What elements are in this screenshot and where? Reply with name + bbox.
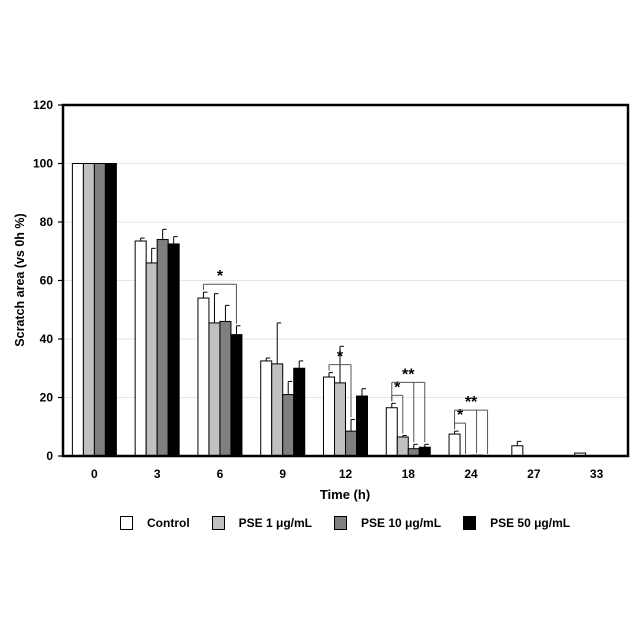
- y-tick-label: 80: [40, 215, 54, 229]
- bar: [386, 408, 397, 456]
- x-axis-ticks: 0 3 6 9 12 18 24 27 33: [91, 467, 604, 481]
- bar: [209, 323, 220, 456]
- x-tick-label: 24: [464, 467, 478, 481]
- bar: [324, 377, 335, 456]
- bars: [72, 164, 585, 457]
- y-axis-label: Scratch area (vs 0h %): [13, 213, 27, 346]
- significance-label: **: [465, 394, 478, 411]
- bar: [357, 396, 368, 456]
- y-tick-label: 40: [40, 332, 54, 346]
- bar: [157, 240, 168, 456]
- significance-label: *: [337, 349, 344, 366]
- bar: [135, 241, 146, 456]
- bar: [512, 446, 523, 456]
- legend-swatch-pse-50: [463, 516, 476, 530]
- x-tick-label: 18: [402, 467, 416, 481]
- x-tick-label: 3: [154, 467, 161, 481]
- legend-item-control: Control: [120, 516, 190, 530]
- bar: [449, 434, 460, 456]
- bar: [397, 437, 408, 456]
- legend-item-pse-1: PSE 1 μg/mL: [212, 516, 312, 530]
- x-tick-label: 9: [279, 467, 286, 481]
- bar: [261, 361, 272, 456]
- x-axis-label: Time (h): [320, 487, 370, 502]
- y-tick-label: 100: [33, 157, 53, 171]
- significance-label: *: [217, 268, 224, 285]
- x-tick-label: 12: [339, 467, 353, 481]
- legend-item-pse-10: PSE 10 μg/mL: [334, 516, 441, 530]
- bar: [72, 164, 83, 457]
- bar: [419, 447, 430, 456]
- legend-item-pse-50: PSE 50 μg/mL: [463, 516, 570, 530]
- bar: [335, 383, 346, 456]
- x-tick-label: 33: [590, 467, 604, 481]
- bar: [105, 164, 116, 457]
- y-tick-label: 60: [40, 274, 54, 288]
- x-tick-label: 27: [527, 467, 541, 481]
- bar: [294, 368, 305, 456]
- bar: [146, 263, 157, 456]
- bar: [346, 431, 357, 456]
- bar: [198, 298, 209, 456]
- legend-label-control: Control: [147, 516, 190, 530]
- bar: [272, 364, 283, 456]
- legend-swatch-control: [120, 516, 133, 530]
- y-axis-ticks: 0 20 40 60 80 100 120: [33, 98, 63, 463]
- bar: [94, 164, 105, 457]
- y-tick-label: 20: [40, 391, 54, 405]
- legend-swatch-pse-1: [212, 516, 225, 530]
- y-tick-label: 120: [33, 98, 53, 112]
- bar: [283, 395, 294, 456]
- legend: Control PSE 1 μg/mL PSE 10 μg/mL PSE 50 …: [120, 516, 592, 530]
- legend-label-pse-50: PSE 50 μg/mL: [490, 516, 570, 530]
- bar: [231, 335, 242, 456]
- significance-label: **: [402, 366, 415, 383]
- legend-swatch-pse-10: [334, 516, 347, 530]
- x-tick-label: 6: [217, 467, 224, 481]
- y-tick-label: 0: [46, 449, 53, 463]
- bar: [220, 321, 231, 456]
- legend-label-pse-1: PSE 1 μg/mL: [239, 516, 312, 530]
- x-tick-label: 0: [91, 467, 98, 481]
- legend-label-pse-10: PSE 10 μg/mL: [361, 516, 441, 530]
- bar: [83, 164, 94, 457]
- bar: [168, 244, 179, 456]
